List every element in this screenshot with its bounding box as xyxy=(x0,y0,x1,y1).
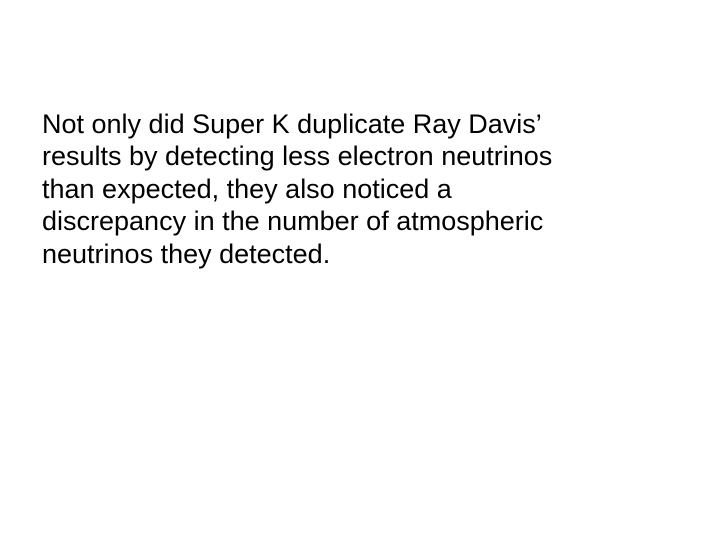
slide-canvas: Not only did Super K duplicate Ray Davis… xyxy=(0,0,720,540)
body-paragraph: Not only did Super K duplicate Ray Davis… xyxy=(42,108,602,270)
